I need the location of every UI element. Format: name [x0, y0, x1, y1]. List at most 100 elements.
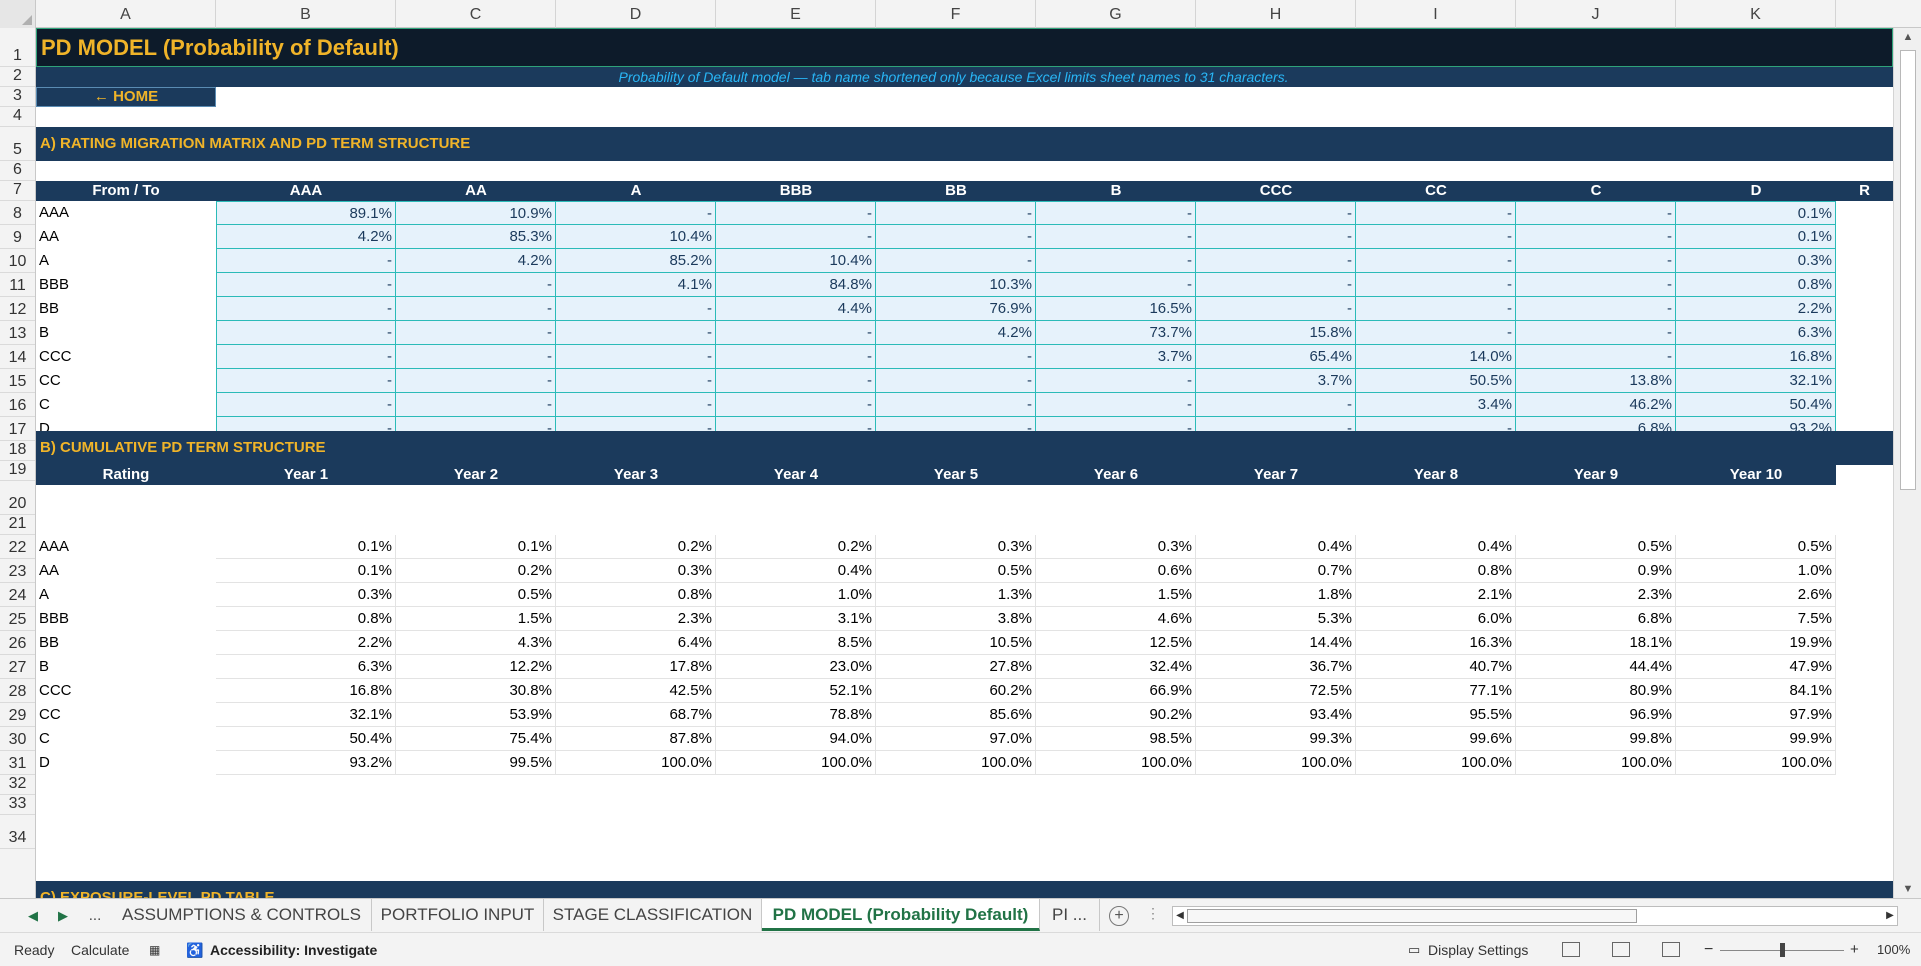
table-cell[interactable]: 0.5%: [1676, 535, 1836, 559]
table-cell[interactable]: 5.3%: [1196, 607, 1356, 631]
table-cell[interactable]: 10.4%: [556, 225, 716, 249]
row-header[interactable]: 32: [0, 775, 35, 795]
sheet-tab[interactable]: STAGE CLASSIFICATION: [544, 899, 762, 931]
select-all-corner[interactable]: [0, 0, 36, 28]
table-cell[interactable]: 10.3%: [876, 273, 1036, 297]
table-cell[interactable]: 0.1%: [1676, 225, 1836, 249]
table-cell[interactable]: 2.6%: [1676, 583, 1836, 607]
table-cell[interactable]: -: [556, 393, 716, 417]
tab-scroll-left-icon[interactable]: ◀: [28, 908, 38, 923]
table-cell[interactable]: -: [1196, 273, 1356, 297]
sheet-tab[interactable]: PI ...: [1040, 899, 1100, 931]
row-header[interactable]: 8: [0, 201, 35, 225]
table-cell[interactable]: 100.0%: [1036, 751, 1196, 775]
table-cell[interactable]: 78.8%: [716, 703, 876, 727]
table-cell[interactable]: 95.5%: [1356, 703, 1516, 727]
table-cell[interactable]: 60.2%: [876, 679, 1036, 703]
column-header-f[interactable]: F: [876, 0, 1036, 28]
row-header[interactable]: 7: [0, 181, 35, 201]
table-cell[interactable]: 0.8%: [216, 607, 396, 631]
table-cell[interactable]: 0.3%: [1676, 249, 1836, 273]
row-header[interactable]: 10: [0, 249, 35, 273]
table-cell[interactable]: -: [216, 297, 396, 321]
table-cell[interactable]: -: [716, 321, 876, 345]
table-cell[interactable]: 90.2%: [1036, 703, 1196, 727]
row-label[interactable]: BB: [39, 300, 60, 317]
row-header[interactable]: 29: [0, 703, 35, 727]
table-cell[interactable]: 6.0%: [1356, 607, 1516, 631]
table-cell[interactable]: -: [1356, 321, 1516, 345]
row-label[interactable]: CC: [39, 706, 61, 723]
tab-overflow-ellipsis[interactable]: ...: [88, 907, 102, 924]
display-settings-button[interactable]: Display Settings: [1428, 942, 1529, 958]
table-cell[interactable]: 0.9%: [1516, 559, 1676, 583]
table-cell[interactable]: -: [216, 369, 396, 393]
row-header[interactable]: 17: [0, 417, 35, 441]
table-cell[interactable]: 1.0%: [716, 583, 876, 607]
row-label[interactable]: AA: [39, 562, 60, 579]
table-cell[interactable]: -: [1036, 393, 1196, 417]
table-cell[interactable]: 99.8%: [1516, 727, 1676, 751]
zoom-level[interactable]: 100%: [1877, 942, 1911, 957]
table-cell[interactable]: -: [1036, 201, 1196, 225]
table-cell[interactable]: -: [876, 369, 1036, 393]
table-cell[interactable]: -: [396, 297, 556, 321]
table-cell[interactable]: -: [716, 201, 876, 225]
table-cell[interactable]: 0.4%: [1356, 535, 1516, 559]
table-cell[interactable]: -: [396, 345, 556, 369]
tab-splitter-icon[interactable]: ⋮: [1146, 905, 1160, 921]
row-label[interactable]: CCC: [39, 682, 72, 699]
table-cell[interactable]: 97.9%: [1676, 703, 1836, 727]
row-label[interactable]: BBB: [39, 610, 70, 627]
table-cell[interactable]: 84.8%: [716, 273, 876, 297]
macro-recorder-icon[interactable]: ▦: [149, 943, 161, 957]
row-label[interactable]: B: [39, 324, 50, 341]
table-cell[interactable]: -: [1356, 201, 1516, 225]
column-header-c[interactable]: C: [396, 0, 556, 28]
table-cell[interactable]: 4.4%: [716, 297, 876, 321]
table-cell[interactable]: 3.8%: [876, 607, 1036, 631]
row-header[interactable]: 13: [0, 321, 35, 345]
table-cell[interactable]: 93.4%: [1196, 703, 1356, 727]
table-cell[interactable]: 0.5%: [1516, 535, 1676, 559]
table-cell[interactable]: 36.7%: [1196, 655, 1356, 679]
table-cell[interactable]: 0.2%: [396, 559, 556, 583]
table-cell[interactable]: 3.1%: [716, 607, 876, 631]
row-label[interactable]: B: [39, 658, 50, 675]
table-cell[interactable]: 0.2%: [716, 535, 876, 559]
sheet-tab[interactable]: PD MODEL (Probability Default): [762, 899, 1040, 931]
table-cell[interactable]: -: [396, 273, 556, 297]
table-cell[interactable]: 68.7%: [556, 703, 716, 727]
table-cell[interactable]: 12.5%: [1036, 631, 1196, 655]
table-cell[interactable]: -: [876, 201, 1036, 225]
row-header[interactable]: 23: [0, 559, 35, 583]
row-label[interactable]: A: [39, 586, 50, 603]
table-cell[interactable]: 85.3%: [396, 225, 556, 249]
calculate-button[interactable]: Calculate: [71, 942, 130, 958]
table-cell[interactable]: 44.4%: [1516, 655, 1676, 679]
table-cell[interactable]: -: [556, 369, 716, 393]
table-cell[interactable]: 19.9%: [1676, 631, 1836, 655]
table-cell[interactable]: -: [1516, 321, 1676, 345]
table-cell[interactable]: -: [216, 345, 396, 369]
row-header[interactable]: 19: [0, 461, 35, 481]
table-cell[interactable]: -: [716, 345, 876, 369]
vertical-scrollbar[interactable]: ▲ ▼: [1893, 28, 1921, 898]
table-cell[interactable]: 99.6%: [1356, 727, 1516, 751]
row-header[interactable]: 14: [0, 345, 35, 369]
table-cell[interactable]: 76.9%: [876, 297, 1036, 321]
table-cell[interactable]: 17.8%: [556, 655, 716, 679]
row-header[interactable]: 11: [0, 273, 35, 297]
table-cell[interactable]: -: [1036, 369, 1196, 393]
table-cell[interactable]: 85.2%: [556, 249, 716, 273]
accessibility-status[interactable]: Accessibility: Investigate: [210, 942, 378, 958]
table-cell[interactable]: 4.2%: [876, 321, 1036, 345]
table-cell[interactable]: 0.3%: [876, 535, 1036, 559]
table-cell[interactable]: 77.1%: [1356, 679, 1516, 703]
table-cell[interactable]: 100.0%: [1356, 751, 1516, 775]
table-cell[interactable]: -: [396, 321, 556, 345]
table-cell[interactable]: -: [1036, 225, 1196, 249]
table-cell[interactable]: 2.3%: [1516, 583, 1676, 607]
row-label[interactable]: BB: [39, 634, 60, 651]
table-cell[interactable]: 0.3%: [556, 559, 716, 583]
